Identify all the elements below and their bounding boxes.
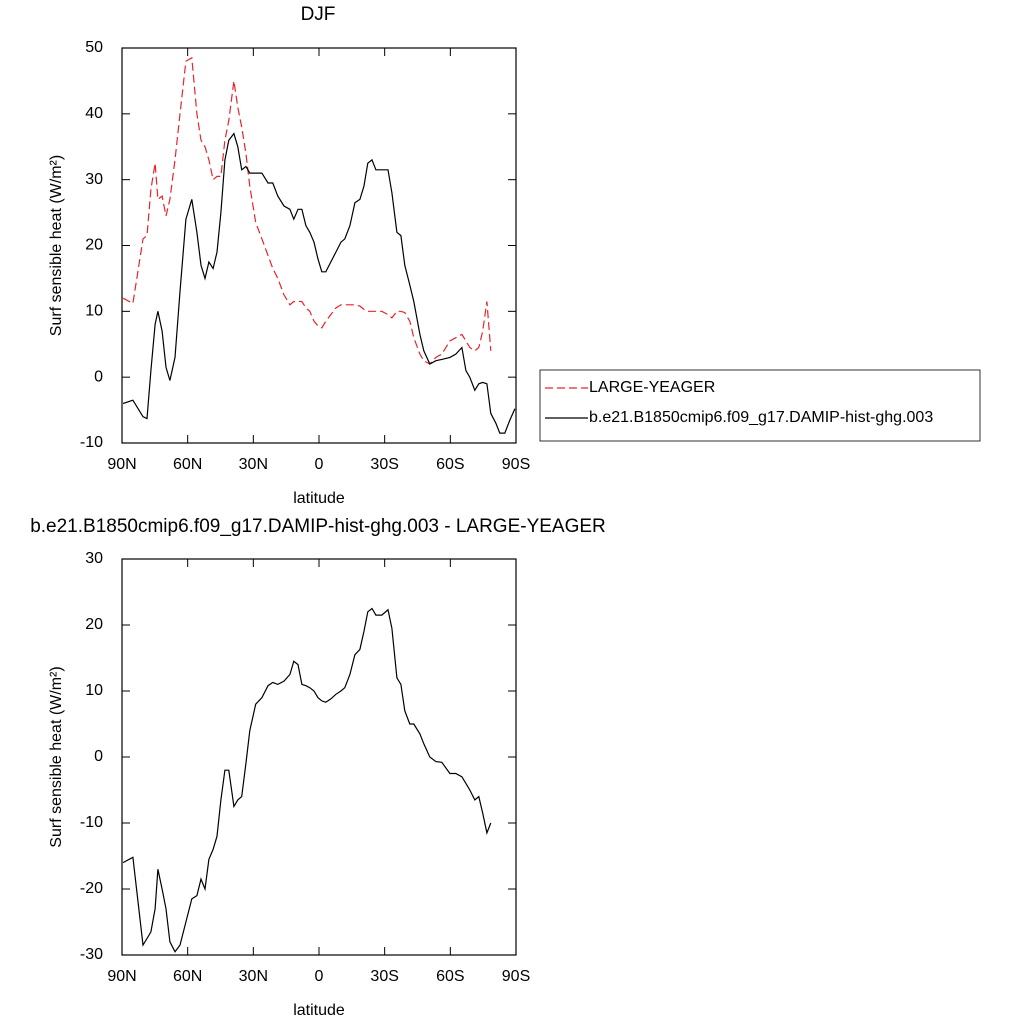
x-tick-label: 60N <box>173 456 202 473</box>
y-tick-label: 20 <box>85 616 103 633</box>
chart-title: b.e21.B1850cmip6.f09_g17.DAMIP-hist-ghg.… <box>30 516 606 537</box>
data-line <box>122 132 516 434</box>
x-tick-label: 90S <box>502 456 530 473</box>
legend-label: b.e21.B1850cmip6.f09_g17.DAMIP-hist-ghg.… <box>589 409 933 426</box>
data-line <box>122 607 492 953</box>
y-tick-label: 10 <box>85 682 103 699</box>
y-tick-label: 10 <box>85 303 103 320</box>
x-tick-label: 60S <box>436 456 464 473</box>
chart-title: DJF <box>301 4 336 25</box>
y-tick-label: 30 <box>85 171 103 188</box>
x-tick-label: 30N <box>239 456 268 473</box>
x-tick-label: 0 <box>315 968 324 985</box>
y-tick-label: -10 <box>80 434 103 451</box>
x-tick-label: 60S <box>436 968 464 985</box>
x-tick-label: 0 <box>315 456 324 473</box>
x-axis-label: latitude <box>293 1002 345 1019</box>
y-tick-label: 0 <box>94 748 103 765</box>
x-axis-label: latitude <box>293 490 345 507</box>
x-tick-label: 30S <box>370 456 398 473</box>
y-tick-label: -20 <box>80 880 103 897</box>
x-tick-label: 90S <box>502 968 530 985</box>
y-axis-label: Surf sensible heat (W/m²) <box>48 666 65 847</box>
plot-frame <box>121 558 517 956</box>
x-tick-label: 60N <box>173 968 202 985</box>
y-tick-label: 40 <box>85 105 103 122</box>
plot-frame <box>121 47 517 444</box>
x-tick-label: 90N <box>107 968 136 985</box>
legend-box <box>539 369 981 442</box>
y-tick-label: -10 <box>80 814 103 831</box>
x-tick-label: 30N <box>239 968 268 985</box>
y-tick-label: 50 <box>85 39 103 56</box>
data-line <box>122 56 492 365</box>
legend-label: LARGE-YEAGER <box>589 379 715 396</box>
y-tick-label: -30 <box>80 946 103 963</box>
y-axis-label: Surf sensible heat (W/m²) <box>48 155 65 336</box>
y-tick-label: 0 <box>94 368 103 385</box>
x-tick-label: 30S <box>370 968 398 985</box>
y-tick-label: 30 <box>85 550 103 567</box>
x-tick-label: 90N <box>107 456 136 473</box>
y-tick-label: 20 <box>85 237 103 254</box>
